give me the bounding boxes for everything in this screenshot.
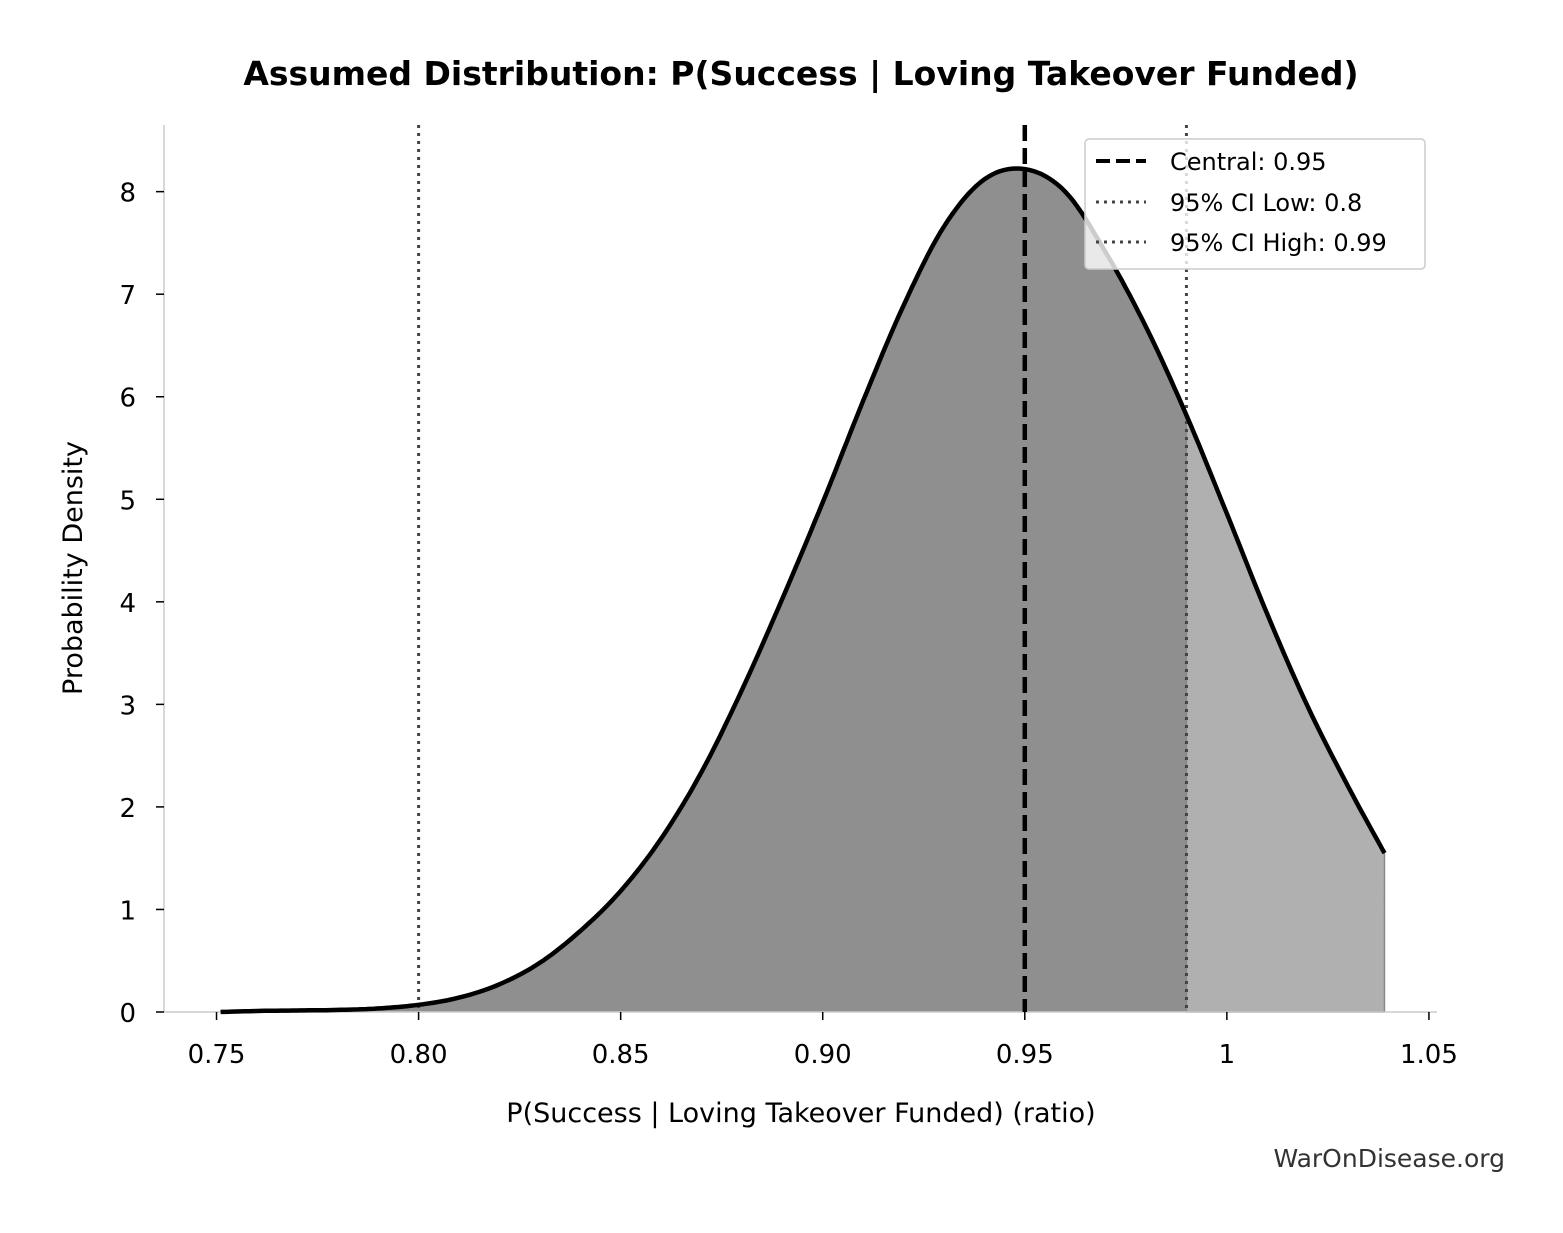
y-tick-label: 5 xyxy=(119,486,136,516)
axes: 0.75 0.80 0.85 0.90 0.95 1 1.05 0 1 2 3 4 5 6 7 8 xyxy=(119,125,1458,1070)
x-tick-label: 0.75 xyxy=(188,1040,246,1070)
density-curve xyxy=(220,166,1387,1015)
legend-box xyxy=(1084,138,1426,270)
density-curve-group xyxy=(220,166,1387,1015)
x-tick-label: 1 xyxy=(1219,1040,1236,1070)
y-axis-label: Probability Density xyxy=(58,441,89,695)
y-tick-label: 1 xyxy=(119,896,136,926)
x-tick-label: 0.80 xyxy=(390,1040,448,1070)
legend: Central: 0.95 95% CI Low: 0.8 95% CI Hig… xyxy=(1084,138,1426,270)
watermark: WarOnDisease.org xyxy=(1273,1144,1505,1173)
chart-title: Assumed Distribution: P(Success | Loving… xyxy=(243,54,1358,93)
x-tick-label: 0.95 xyxy=(996,1040,1054,1070)
y-tick-label: 7 xyxy=(119,281,136,311)
y-tick-label: 2 xyxy=(119,794,136,824)
y-tick-label: 8 xyxy=(119,179,136,209)
x-axis-label: P(Success | Loving Takeover Funded) (rat… xyxy=(506,1098,1095,1129)
density-fill-main xyxy=(220,168,1187,1012)
legend-central-label: Central: 0.95 xyxy=(1170,148,1327,176)
x-tick-label: 0.85 xyxy=(592,1040,650,1070)
y-tick-label: 4 xyxy=(119,589,136,619)
legend-ci-low-label: 95% CI Low: 0.8 xyxy=(1170,189,1362,217)
density-fills xyxy=(220,168,1386,1013)
x-tick-label: 0.90 xyxy=(794,1040,852,1070)
legend-ci-high-label: 95% CI High: 0.99 xyxy=(1170,229,1387,257)
density-fill-tail xyxy=(1185,414,1386,1013)
y-tick-label: 0 xyxy=(119,999,136,1029)
reference-lines xyxy=(417,125,1188,1012)
x-tick-label: 1.05 xyxy=(1400,1040,1458,1070)
y-tick-label: 6 xyxy=(119,384,136,414)
y-tick-label: 3 xyxy=(119,691,136,721)
